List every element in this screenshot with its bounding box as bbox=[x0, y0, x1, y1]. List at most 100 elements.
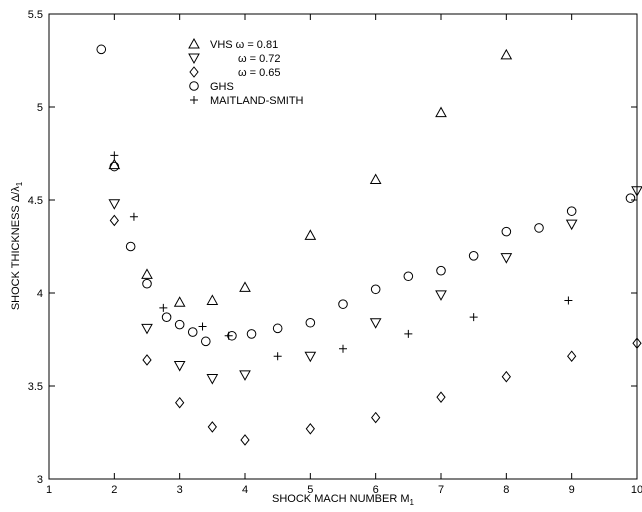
y-tick-label: 3.5 bbox=[28, 381, 43, 393]
data-point-triangle-down bbox=[173, 361, 186, 372]
data-point-triangle-up bbox=[141, 268, 153, 279]
data-point-circle bbox=[305, 317, 316, 328]
data-point-triangle-up bbox=[500, 48, 513, 60]
data-point-circle bbox=[272, 323, 283, 334]
data-point-plus bbox=[564, 296, 573, 305]
data-point-circle bbox=[403, 271, 414, 282]
x-tick-label: 5 bbox=[307, 484, 313, 496]
legend-entry: VHS ω = 0.81 bbox=[188, 37, 278, 51]
data-point-diamond bbox=[109, 214, 119, 227]
data-point-circle bbox=[96, 44, 107, 55]
x-tick-label: 1 bbox=[46, 484, 52, 496]
data-point-triangle-up bbox=[369, 173, 382, 185]
data-point-plus bbox=[190, 96, 198, 104]
data-point-plus bbox=[469, 313, 478, 322]
y-tick-label: 5 bbox=[37, 102, 43, 114]
data-point-circle bbox=[189, 81, 199, 91]
data-point-plus bbox=[129, 212, 138, 221]
data-point-diamond bbox=[501, 370, 511, 383]
tick-labels: 1 2 3 4 5 6 7 8 9 10 3 3.5 4 4.5 5 5.5 bbox=[28, 9, 642, 496]
data-point-circle bbox=[109, 161, 120, 172]
data-point-circle bbox=[436, 265, 446, 276]
data-point-circle bbox=[338, 299, 348, 309]
data-point-triangle-down bbox=[500, 253, 513, 264]
data-point-diamond bbox=[240, 434, 250, 446]
data-point-triangle-up bbox=[188, 37, 200, 49]
x-tick-label: 8 bbox=[503, 484, 509, 496]
data-point-triangle-down bbox=[239, 370, 251, 381]
data-point-diamond bbox=[142, 354, 152, 366]
data-point-diamond bbox=[189, 66, 199, 78]
data-point-plus bbox=[273, 352, 282, 361]
data-point-triangle-down bbox=[206, 374, 219, 385]
series-circle bbox=[96, 44, 636, 347]
legend-entry: ω = 0.65 bbox=[189, 66, 281, 79]
data-point-diamond bbox=[436, 391, 446, 403]
data-point-plus bbox=[159, 303, 168, 312]
data-point-triangle-down bbox=[304, 351, 317, 363]
legend-label: VHS ω = 0.81 bbox=[210, 39, 278, 51]
y-tick-label: 5.5 bbox=[28, 9, 43, 21]
legend-label: ω = 0.65 bbox=[238, 67, 281, 79]
data-point-plus bbox=[110, 151, 119, 160]
data-point-triangle-down bbox=[565, 219, 578, 231]
data-point-triangle-up bbox=[108, 158, 121, 170]
data-point-circle bbox=[534, 223, 544, 233]
legend: VHS ω = 0.81 ω = 0.72 ω = 0.65 GHS MAITLAND-… bbox=[188, 37, 304, 107]
data-point-plus bbox=[198, 322, 207, 331]
data-point-circle bbox=[625, 193, 636, 203]
x-tick-label: 4 bbox=[242, 484, 248, 496]
data-marks bbox=[96, 44, 642, 446]
x-axis-title: SHOCK MACH NUMBER M1 bbox=[272, 493, 415, 507]
series-triangle-down bbox=[108, 186, 642, 385]
data-point-triangle-up bbox=[304, 229, 317, 240]
data-point-triangle-up bbox=[206, 294, 219, 305]
data-point-diamond bbox=[305, 422, 315, 435]
data-point-plus bbox=[339, 344, 347, 353]
data-point-diamond bbox=[567, 350, 577, 363]
x-tick-label: 10 bbox=[631, 484, 642, 496]
data-point-triangle-up bbox=[239, 281, 251, 292]
data-point-diamond bbox=[632, 337, 642, 350]
series-diamond bbox=[109, 214, 642, 446]
y-tick-label: 4 bbox=[37, 288, 43, 300]
legend-label: ω = 0.72 bbox=[238, 53, 281, 65]
data-point-triangle-down bbox=[108, 199, 121, 210]
data-point-circle bbox=[142, 278, 152, 289]
data-point-circle bbox=[566, 206, 577, 216]
legend-label: GHS bbox=[210, 81, 234, 93]
data-point-triangle-down bbox=[631, 186, 642, 197]
legend-entry: GHS bbox=[189, 81, 234, 93]
y-tick-label: 3 bbox=[37, 474, 43, 486]
legend-entry: ω = 0.72 bbox=[188, 53, 281, 65]
data-point-circle bbox=[125, 241, 136, 252]
data-point-triangle-down bbox=[188, 53, 200, 65]
data-point-diamond bbox=[371, 411, 381, 424]
plot-frame bbox=[48, 13, 638, 480]
legend-label: MAITLAND-SMITH bbox=[210, 95, 304, 107]
data-point-circle bbox=[370, 284, 381, 295]
data-point-circle bbox=[501, 226, 512, 237]
axis-ticks bbox=[49, 14, 637, 479]
data-point-plus bbox=[404, 329, 413, 338]
data-point-triangle-down bbox=[369, 318, 382, 329]
x-tick-label: 6 bbox=[373, 484, 379, 496]
data-point-circle bbox=[468, 251, 479, 261]
y-tick-label: 4.5 bbox=[28, 195, 43, 207]
x-tick-label: 7 bbox=[438, 484, 444, 496]
data-point-diamond bbox=[175, 396, 185, 409]
data-point-circle bbox=[246, 329, 257, 339]
data-point-diamond bbox=[207, 421, 217, 433]
data-point-circle bbox=[174, 319, 185, 330]
y-axis-title: SHOCK THICKNESS Δ/λ1 bbox=[10, 181, 24, 310]
legend-entry: MAITLAND-SMITH bbox=[190, 95, 304, 107]
data-point-triangle-down bbox=[435, 290, 447, 301]
x-tick-label: 3 bbox=[177, 484, 183, 496]
data-point-triangle-up bbox=[435, 106, 447, 118]
series-triangle-up bbox=[108, 48, 513, 307]
data-point-triangle-down bbox=[141, 323, 153, 335]
data-point-plus bbox=[224, 331, 233, 340]
series-plus bbox=[110, 151, 573, 361]
data-point-triangle-up bbox=[173, 296, 186, 307]
